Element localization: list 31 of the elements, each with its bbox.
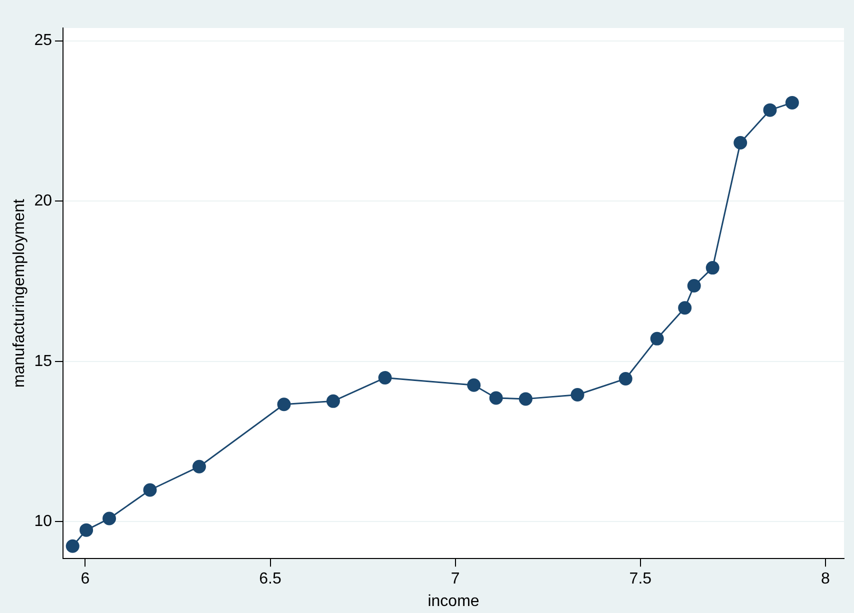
x-tick-label: 6 — [80, 570, 90, 588]
point — [518, 392, 532, 406]
point — [326, 394, 340, 408]
y-tick-label: 10 — [34, 513, 52, 530]
point — [734, 136, 748, 150]
x-axis-title: income — [428, 592, 480, 610]
y-axis-title: manufacturingemployment — [11, 198, 28, 388]
point — [102, 512, 116, 526]
point — [66, 539, 80, 553]
point — [687, 279, 701, 293]
point — [785, 96, 799, 110]
point — [192, 460, 206, 474]
point — [678, 301, 692, 315]
point — [618, 372, 632, 386]
point — [80, 523, 94, 537]
y-tick-label: 15 — [34, 352, 52, 370]
point — [706, 261, 720, 275]
point — [570, 388, 584, 402]
y-tick-label: 25 — [34, 32, 52, 50]
x-tick-label: 6.5 — [259, 570, 282, 588]
point — [277, 398, 291, 412]
point — [378, 371, 392, 385]
point — [467, 378, 481, 392]
x-tick-label: 7 — [450, 570, 460, 588]
point — [489, 391, 503, 405]
point — [650, 332, 664, 346]
x-tick-label: 8 — [821, 570, 830, 588]
point — [763, 103, 777, 117]
x-tick-label: 7.5 — [629, 570, 652, 588]
point — [143, 483, 157, 497]
y-tick-label: 20 — [34, 192, 52, 210]
